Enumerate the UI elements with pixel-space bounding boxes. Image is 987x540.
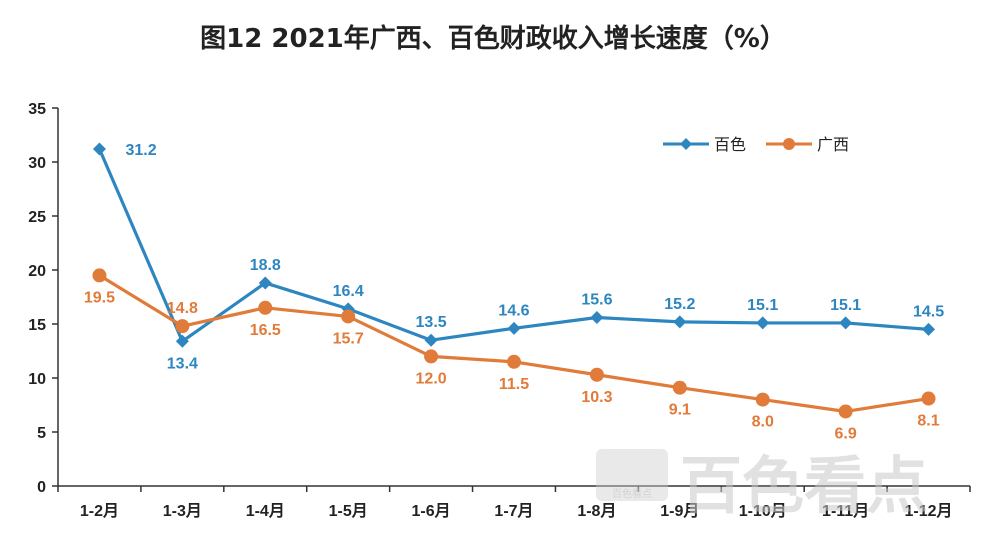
x-tick-label: 1-11月 [822,502,869,520]
series-layer [92,142,936,419]
data-label-guangxi: 11.5 [499,376,529,393]
data-label-baise: 15.1 [747,297,778,314]
watermark: 百色看点 百色看点 [596,449,928,522]
y-tick-label: 15 [28,317,46,334]
point-guangxi [921,391,936,406]
point-baise [92,142,106,156]
point-baise [175,334,189,348]
point-baise [507,321,521,335]
data-label-baise: 15.2 [664,296,695,313]
y-tick-label: 25 [28,209,46,226]
data-label-baise: 31.2 [125,142,156,159]
point-guangxi [589,367,604,382]
legend-marker-guangxi [783,138,795,150]
point-guangxi [175,319,190,334]
point-guangxi [92,268,107,283]
point-guangxi [341,309,356,324]
data-label-guangxi: 12.0 [416,370,447,387]
point-guangxi [838,404,853,419]
watermark-small-text: 百色看点 [612,487,652,500]
y-tick-label: 5 [37,425,46,442]
data-label-guangxi: 14.8 [167,300,198,317]
data-label-guangxi: 8.1 [917,413,939,430]
data-label-guangxi: 15.7 [333,330,364,347]
legend-label-baise: 百色 [714,135,746,154]
point-guangxi [424,349,439,364]
x-tick-label: 1-9月 [660,502,699,520]
y-tick-label: 20 [28,263,46,280]
watermark-logo-icon [596,449,668,501]
data-label-baise: 13.4 [167,355,198,372]
point-guangxi [672,380,687,395]
point-baise [922,322,936,336]
x-tick-label: 1-3月 [163,502,202,520]
x-tick-label: 1-4月 [246,502,285,520]
y-tick-label: 10 [28,371,46,388]
y-tick-label: 0 [37,479,46,496]
data-label-baise: 16.4 [333,283,364,300]
x-tick-label: 1-5月 [329,502,368,520]
data-label-baise: 14.5 [913,303,944,320]
x-tick-label: 1-7月 [494,502,533,520]
data-label-guangxi: 6.9 [835,425,857,442]
axes: 0 5 10 15 20 25 30 35 1-2月 1-3月 1-4月 1-5月 1-6月 1-7月 1-… [28,101,971,520]
data-labels: 31.2 13.4 18.8 16.4 13.5 14.6 15.6 15.2 15.1 15.1… [84,142,944,442]
legend-marker-baise [680,138,692,150]
data-label-guangxi: 9.1 [669,402,691,419]
point-baise [258,276,272,290]
point-baise [756,316,770,330]
point-baise [590,311,604,325]
watermark-text: 百色看点 [680,449,928,522]
x-tick-label: 1-6月 [412,502,451,520]
data-label-guangxi: 10.3 [581,389,612,406]
x-tick-label: 1-8月 [577,502,616,520]
chart-title: 图12 2021年广西、百色财政收入增长速度（%） [200,23,786,54]
x-tick-label: 1-12月 [905,502,953,520]
data-label-baise: 13.5 [416,314,447,331]
point-baise [839,316,853,330]
data-label-baise: 15.6 [581,292,612,309]
data-label-guangxi: 19.5 [84,289,115,306]
x-tick-label: 1-10月 [739,502,787,520]
point-baise [673,315,687,329]
point-guangxi [507,354,521,369]
x-tick-label: 1-2月 [80,502,119,520]
point-guangxi [258,300,273,315]
data-label-baise: 18.8 [250,257,281,274]
y-tick-label: 35 [28,101,46,118]
point-baise [424,333,438,347]
data-label-guangxi: 8.0 [752,414,774,431]
data-label-baise: 14.6 [498,302,529,319]
legend-label-guangxi: 广西 [817,135,849,154]
legend: 百色 广西 [663,135,849,154]
data-label-baise: 15.1 [830,297,861,314]
data-label-guangxi: 16.5 [250,322,281,339]
point-guangxi [755,392,770,407]
y-tick-label: 30 [28,155,46,172]
